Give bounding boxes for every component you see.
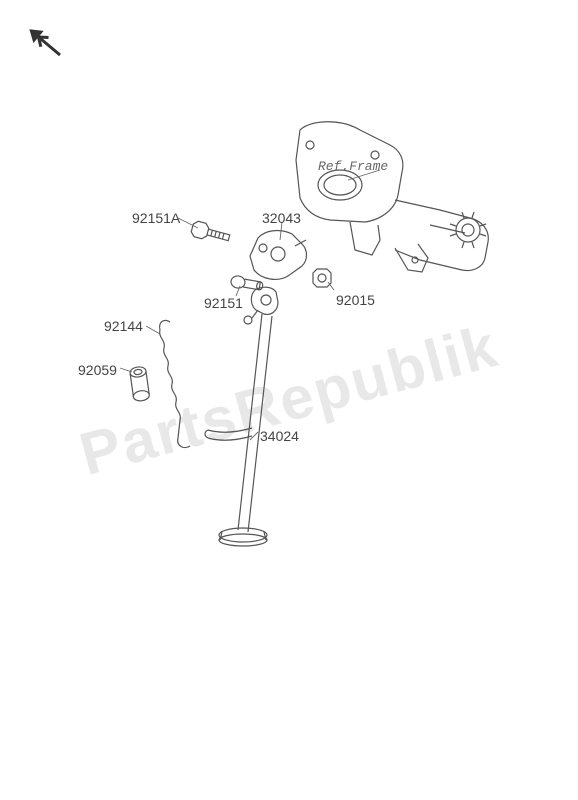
parts-diagram <box>0 0 578 800</box>
ref-frame-label: Ref.Frame <box>318 159 388 174</box>
frame-bracket <box>296 122 488 272</box>
leader-lines <box>120 218 334 440</box>
part-92015 <box>313 269 331 287</box>
part-92144 <box>160 320 190 447</box>
callout-92144: 92144 <box>104 318 143 334</box>
callout-34024: 34024 <box>260 428 299 444</box>
callout-92015: 92015 <box>336 292 375 308</box>
part-92059 <box>129 366 150 402</box>
callout-92059: 92059 <box>78 362 117 378</box>
direction-arrow <box>24 23 65 61</box>
part-32043 <box>250 231 307 280</box>
callout-92151: 92151 <box>204 295 243 311</box>
part-92151 <box>230 275 264 292</box>
callout-32043: 32043 <box>262 210 301 226</box>
part-92151a <box>190 220 231 245</box>
part-34024 <box>205 287 278 546</box>
callout-92151a: 92151A <box>132 210 180 226</box>
